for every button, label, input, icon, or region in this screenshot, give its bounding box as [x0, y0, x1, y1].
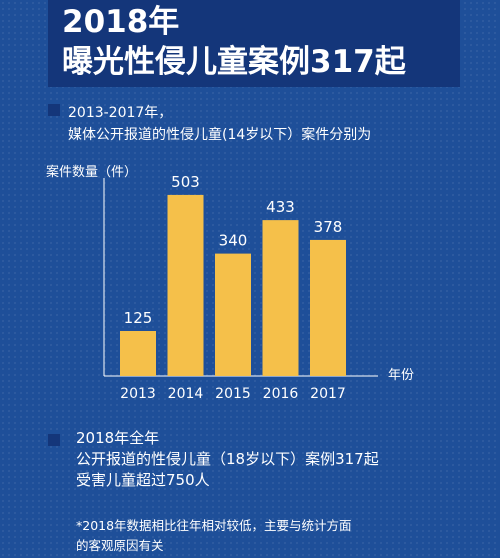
bar-2014 — [167, 194, 204, 376]
intro-line-1: 2013-2017年， — [68, 105, 173, 121]
intro-text: 2013-2017年， 媒体公开报道的性侵儿童(14岁以下）案件分别为 — [68, 102, 371, 146]
page-title-year: 2018年 — [62, 4, 180, 40]
data-label-2016: 433 — [266, 198, 295, 216]
footnote-line-2: 的客观原因有关 — [76, 538, 164, 553]
footnote: *2018年数据相比往年相对较低，主要与统计方面 的客观原因有关 — [76, 516, 352, 556]
bar-2017 — [310, 239, 346, 376]
summary-line-3: 受害儿童超过750人 — [76, 471, 210, 489]
footnote-line-1: *2018年数据相比往年相对较低，主要与统计方面 — [76, 518, 352, 533]
bullet-square-icon — [48, 434, 60, 446]
data-label-2013: 125 — [124, 309, 153, 327]
bullet-square-icon — [48, 104, 60, 116]
intro-line-2: 媒体公开报道的性侵儿童(14岁以下）案件分别为 — [68, 127, 372, 143]
summary-line-2: 公开报道的性侵儿童（18岁以下）案例317起 — [76, 450, 379, 468]
title-banner — [48, 0, 460, 87]
page-title: 曝光性侵儿童案例317起 — [62, 44, 406, 80]
x-tick-label-2015: 2015 — [215, 386, 251, 402]
summary-text: 2018年全年 公开报道的性侵儿童（18岁以下）案例317起 受害儿童超过750… — [76, 428, 379, 491]
summary-line-1: 2018年全年 — [76, 429, 160, 447]
bar-2013 — [120, 331, 156, 376]
x-tick-label-2017: 2017 — [310, 386, 346, 402]
data-label-2015: 340 — [219, 232, 248, 250]
data-label-2014: 503 — [171, 173, 200, 191]
data-label-2017: 378 — [314, 218, 343, 236]
x-tick-label-2016: 2016 — [263, 386, 299, 402]
bar-2016 — [262, 220, 299, 376]
x-tick-label-2014: 2014 — [168, 386, 204, 402]
x-axis-label: 年份 — [388, 368, 415, 383]
x-tick-label-2013: 2013 — [120, 386, 156, 402]
bar-2015 — [215, 253, 251, 376]
y-axis-label: 案件数量（件） — [46, 165, 138, 180]
